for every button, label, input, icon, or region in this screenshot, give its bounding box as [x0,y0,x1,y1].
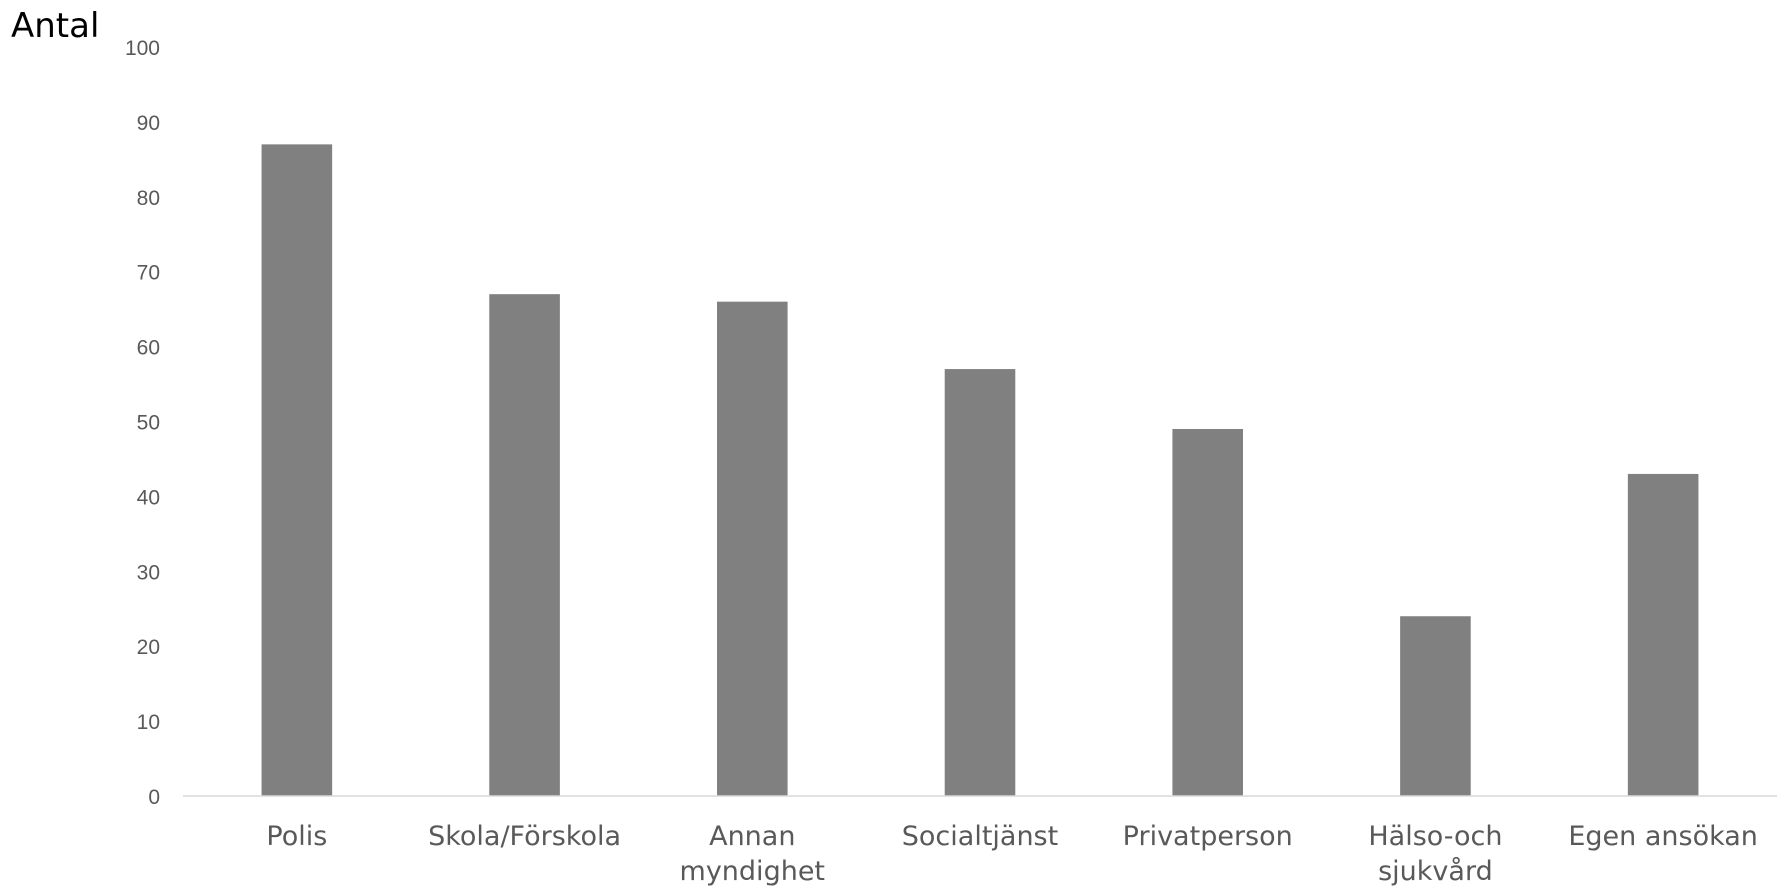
y-tick-label: 90 [137,112,160,135]
y-tick-label: 50 [137,412,160,435]
x-tick-label-line: Socialtjänst [902,821,1058,852]
x-tick-label-line: Annan [709,821,795,852]
y-tick-label: 70 [137,262,160,285]
y-tick-label: 80 [137,187,160,210]
x-tick-label: Hälso-och sjukvård [1368,821,1502,887]
bar [1627,473,1699,796]
y-tick-label: 60 [137,337,160,360]
x-tick-label: Polis [266,821,327,852]
y-tick-label: 10 [137,711,160,734]
bar [1400,616,1471,796]
bars [261,144,1699,796]
x-tick-label: Skola/Förskola [428,821,621,852]
y-axis-label: Antal [11,6,99,46]
bar [716,301,788,796]
bar [261,144,333,796]
x-tick-label: Socialtjänst [902,821,1058,852]
y-tick-label: 20 [137,636,160,659]
x-axis-ticks: Polis Skola/Förskola Annan myndighet Socialt… [266,821,1758,887]
x-tick-label-line: sjukvård [1378,856,1493,887]
x-tick-label: Egen ansökan [1568,821,1758,852]
y-tick-label: 40 [137,486,160,509]
x-tick-label-line: Skola/Förskola [428,821,621,852]
bar [489,294,560,796]
x-tick-label: Annan myndighet [680,821,825,887]
x-tick-label-line: myndighet [680,856,825,887]
bar [1172,428,1244,796]
x-tick-label: Privatperson [1123,821,1293,852]
y-tick-label: 30 [137,561,160,584]
y-axis-ticks: 0 10 20 30 40 50 60 70 80 90 100 [125,37,160,809]
x-tick-label-line: Polis [266,821,327,852]
y-tick-label: 100 [125,37,160,60]
x-tick-label-line: Privatperson [1123,821,1293,852]
x-tick-label-line: Hälso-och [1368,821,1502,852]
y-tick-label: 0 [148,786,160,809]
x-tick-label-line: Egen ansökan [1568,821,1758,852]
bar [944,369,1016,796]
